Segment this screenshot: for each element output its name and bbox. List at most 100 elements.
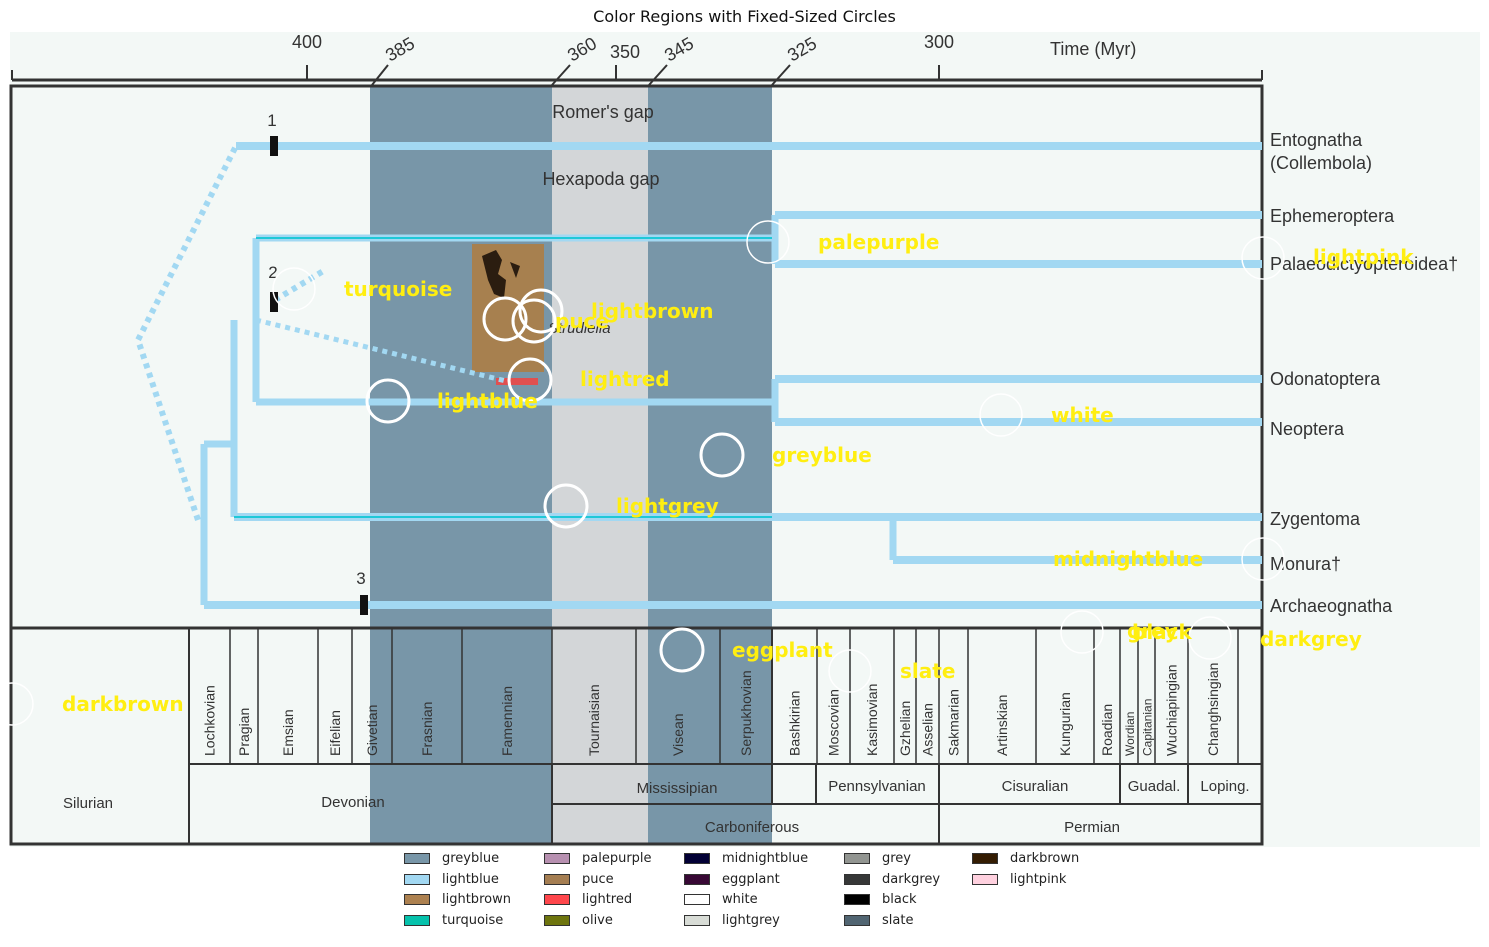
legend: greyblue lightblue lightbrown turquoise pale… bbox=[398, 851, 1118, 935]
legend-item-darkbrown: darkbrown bbox=[972, 851, 1079, 866]
label-lightbrown: lightbrown bbox=[591, 299, 713, 323]
label-palepurple: palepurple bbox=[818, 230, 939, 254]
circle-black bbox=[1060, 610, 1104, 654]
period-carboniferous: Carboniferous bbox=[705, 819, 799, 836]
label-midnightblue: midnightblue bbox=[1053, 547, 1203, 571]
series-cisuralian: Cisuralian bbox=[1002, 778, 1069, 795]
stage-label: Givetian bbox=[364, 705, 380, 756]
legend-item-grey: grey bbox=[844, 851, 911, 866]
time-axis: 400 385 360 350 345 325 300 Time (Myr) bbox=[11, 32, 1263, 86]
legend-swatch bbox=[404, 915, 430, 927]
legend-swatch bbox=[684, 915, 710, 927]
label-turquoise: turquoise bbox=[344, 277, 452, 301]
label-lightblue: lightblue bbox=[437, 389, 538, 413]
taxon-archaeognatha: Archaeognatha bbox=[1270, 596, 1393, 616]
legend-swatch bbox=[844, 894, 870, 906]
stage-dividers bbox=[229, 628, 1239, 764]
region-lightbrown-fossil bbox=[472, 244, 544, 372]
circle-lightgrey bbox=[543, 483, 589, 529]
stage-labels: Lochkovian Pragian Emsian Eifelian Givetian F… bbox=[202, 663, 1222, 756]
legend-swatch bbox=[684, 853, 710, 864]
region-lightgrey-gap bbox=[552, 86, 648, 844]
legend-label: darkgrey bbox=[882, 871, 941, 887]
series-mississipian: Mississipian bbox=[637, 780, 718, 797]
legend-swatch bbox=[972, 873, 998, 885]
stage-label: Visean bbox=[670, 713, 686, 756]
stage-label: Roadian bbox=[1099, 704, 1115, 756]
time-axis-title: Time (Myr) bbox=[1050, 39, 1136, 59]
node-3-label: 3 bbox=[356, 569, 365, 588]
legend-swatch bbox=[844, 873, 870, 885]
stage-label: Eifelian bbox=[327, 710, 343, 756]
stage-label: Tournaisian bbox=[586, 684, 602, 756]
circle-lightblue bbox=[365, 378, 411, 424]
stage-label: Sakmarian bbox=[946, 689, 962, 756]
legend-label: greyblue bbox=[442, 851, 500, 866]
hexapoda-gap-label: Hexapoda gap bbox=[542, 169, 659, 189]
label-eggplant: eggplant bbox=[732, 638, 833, 662]
stage-label: Wuchiapingian bbox=[1164, 664, 1180, 756]
legend-label: lightblue bbox=[442, 871, 499, 887]
page-title: Color Regions with Fixed-Sized Circles bbox=[593, 7, 896, 26]
series-silurian: Silurian bbox=[63, 795, 113, 812]
stage-label: Artinskian bbox=[994, 695, 1010, 756]
tick-400: 400 bbox=[292, 32, 322, 52]
series-pennsylvanian: Pennsylvanian bbox=[828, 778, 926, 795]
period-permian: Permian bbox=[1064, 819, 1120, 836]
phylogeny-figure: 400 385 360 350 345 325 300 Time (Myr) S… bbox=[9, 32, 1480, 847]
legend-item-lightred: lightred bbox=[544, 892, 632, 907]
taxon-zygentoma: Zygentoma bbox=[1270, 509, 1361, 529]
legend-item-black: black bbox=[844, 892, 917, 907]
circle-grey bbox=[1188, 616, 1232, 660]
stage-label: Famennian bbox=[499, 686, 515, 756]
stage-label: Asselian bbox=[920, 703, 936, 756]
tick-300: 300 bbox=[924, 32, 954, 52]
taxon-monura: Monura† bbox=[1270, 554, 1341, 574]
stage-label: Frasnian bbox=[419, 702, 435, 756]
legend-item-lightbrown: lightbrown bbox=[404, 892, 511, 907]
stage-label: Moscovian bbox=[826, 689, 842, 756]
legend-swatch bbox=[684, 894, 710, 906]
label-slate: slate bbox=[900, 659, 955, 683]
label-greyblue: greyblue bbox=[772, 443, 872, 467]
legend-swatch bbox=[404, 894, 430, 906]
region-greyblue-devonian bbox=[370, 86, 552, 844]
region-greyblue-carboniferous bbox=[648, 86, 772, 766]
circle-white bbox=[979, 393, 1023, 437]
label-lightgrey: lightgrey bbox=[616, 494, 719, 518]
legend-item-puce: puce bbox=[544, 872, 614, 887]
node-3-marker bbox=[360, 595, 368, 615]
legend-swatch bbox=[544, 894, 570, 906]
dotted-stem-entognatha bbox=[134, 144, 239, 521]
legend-label: eggplant bbox=[722, 871, 780, 887]
legend-swatch bbox=[844, 853, 870, 864]
legend-label: grey bbox=[882, 851, 912, 866]
stage-label: Kungurian bbox=[1057, 692, 1073, 756]
label-darkgrey: darkgrey bbox=[1260, 627, 1362, 651]
node-2-marker bbox=[270, 292, 278, 312]
legend-swatch bbox=[844, 915, 870, 927]
circle-puce-2 bbox=[511, 298, 557, 344]
legend-item-slate: slate bbox=[844, 913, 913, 928]
label-lightred: lightred bbox=[580, 367, 670, 391]
legend-label: turquoise bbox=[442, 913, 504, 929]
stage-label: Gzhelian bbox=[897, 701, 913, 756]
legend-item-lightblue: lightblue bbox=[404, 872, 499, 887]
legend-item-eggplant: eggplant bbox=[684, 872, 780, 887]
phylogeny-tree bbox=[134, 142, 1262, 609]
legend-label: white bbox=[722, 892, 758, 908]
legend-item-turquoise: turquoise bbox=[404, 913, 503, 928]
legend-label: midnightblue bbox=[722, 851, 809, 866]
legend-item-palepurple: palepurple bbox=[544, 851, 652, 866]
node-2-label: 2 bbox=[268, 263, 277, 282]
legend-swatch bbox=[544, 873, 570, 885]
legend-item-lightpink: lightpink bbox=[972, 872, 1066, 887]
taxon-ephemeroptera: Ephemeroptera bbox=[1270, 206, 1395, 226]
taxon-entognatha: Entognatha bbox=[1270, 130, 1363, 150]
fossil-specimen-shape bbox=[482, 250, 520, 298]
legend-swatch bbox=[684, 873, 710, 885]
circle-greyblue bbox=[699, 432, 745, 478]
stage-label: Emsian bbox=[280, 709, 296, 756]
series-guadalupian: Guadal. bbox=[1128, 778, 1181, 795]
stage-label: Lochkovian bbox=[202, 685, 218, 756]
